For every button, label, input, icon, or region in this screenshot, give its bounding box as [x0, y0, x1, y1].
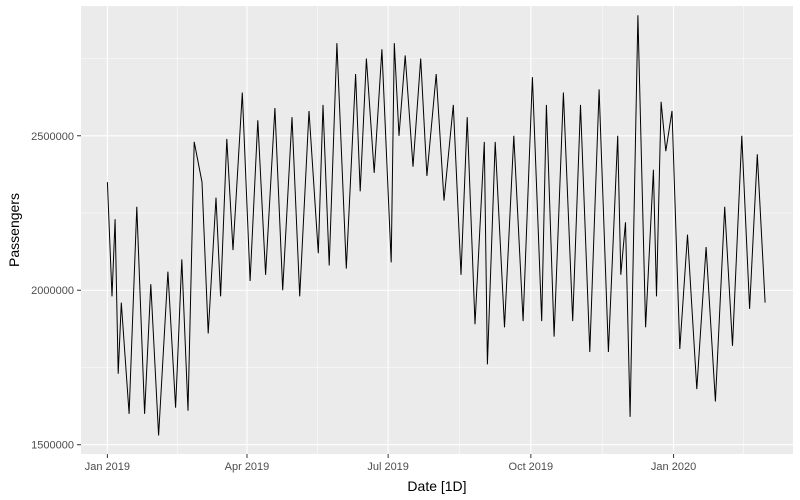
y-axis-title: Passengers — [6, 193, 22, 267]
y-tick-label: 1500000 — [31, 440, 74, 452]
series-line — [106, 15, 766, 436]
minor-gridlines — [81, 6, 793, 454]
plot-panel — [81, 6, 793, 454]
x-axis-ticks: Jan 2019 Apr 2019 Jul 2019 Oct 2019 Jan 2020 — [85, 454, 696, 473]
x-tick-label: Apr 2019 — [225, 461, 270, 473]
x-tick-label: Jul 2019 — [367, 461, 409, 473]
x-tick-label: Oct 2019 — [509, 461, 554, 473]
x-tick-label: Jan 2020 — [651, 461, 696, 473]
y-axis-ticks: 1500000 2000000 2500000 — [31, 131, 81, 452]
y-tick-label: 2500000 — [31, 131, 74, 143]
y-tick-label: 2000000 — [31, 285, 74, 297]
x-axis-title: Date [1D] — [407, 478, 466, 494]
x-tick-label: Jan 2019 — [85, 461, 130, 473]
major-gridlines — [81, 6, 793, 454]
